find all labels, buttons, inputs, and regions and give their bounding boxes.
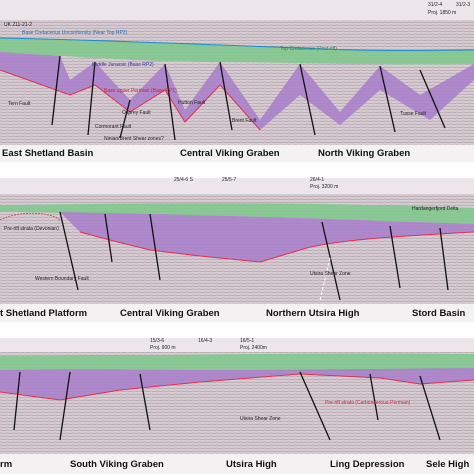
fault-label: Hutton Fault — [178, 100, 206, 106]
fault — [379, 65, 396, 133]
fault — [164, 63, 176, 141]
region-label: East Shetland Basin — [2, 148, 94, 159]
well-label: UK 211-21-2 — [4, 22, 32, 28]
fault — [149, 213, 161, 281]
fault — [59, 371, 71, 441]
fault — [51, 55, 61, 126]
well-label: 15/3-6 — [150, 338, 164, 344]
fault-label: Utsira Shear Zone — [310, 271, 351, 277]
panel-1: UK 211-21-2 31/2-4 Proj. 1850 m 31/2-3 B… — [0, 0, 474, 162]
fault — [219, 61, 233, 131]
label-strip — [0, 304, 474, 322]
horizon-label: Middle Jurassic (Base RP2) — [92, 62, 154, 68]
post-rift-layer — [0, 38, 474, 65]
fault — [369, 373, 379, 421]
horizon-label: Base Cretaceous Unconformity (Near Top R… — [22, 30, 128, 36]
horizon-label: Top Cretaceous (Post-rift) — [280, 46, 337, 52]
label-strip — [0, 454, 474, 474]
fault-label: Osprey Fault — [122, 110, 151, 116]
syn-rift-layer — [0, 52, 474, 130]
fault — [299, 63, 316, 136]
fault — [139, 373, 151, 431]
fault — [419, 69, 446, 129]
fault-label: Brent Fault — [232, 118, 257, 124]
horizon-label: Pre-rift strata (Carboniferous-Permian) — [325, 400, 411, 406]
region-label: Stord Basin — [412, 308, 466, 319]
region-label: North Viking Graben — [318, 148, 410, 159]
post-rift-layer — [0, 353, 474, 372]
region-label: Central Viking Graben — [120, 308, 220, 319]
region-label: rm — [0, 459, 12, 470]
water-column — [0, 178, 474, 194]
label-strip — [0, 145, 474, 162]
region-label: Sele High — [426, 459, 469, 470]
well-label: 16/5-1 — [240, 338, 254, 344]
fault — [439, 227, 449, 291]
bcu-horizon — [0, 37, 474, 51]
pre-rift-outline — [0, 212, 61, 221]
well-label: 16/4-3 — [198, 338, 212, 344]
panel-2: 25/4-6 S 25/5-7 26/4-1 Proj. 3200 m Hard… — [0, 177, 474, 322]
well-label: Proj. 2400m — [240, 345, 267, 351]
well-label: 26/4-1 — [310, 177, 324, 183]
well-label: 25/4-6 S — [174, 177, 194, 183]
fault-label: Western Boundary Fault — [35, 276, 89, 282]
region-label: Central Viking Graben — [180, 148, 280, 159]
shear-zone — [319, 257, 331, 301]
well-label: Proj. 1850 m — [428, 10, 456, 16]
fault — [321, 221, 341, 301]
fault — [104, 213, 113, 263]
post-rift-layer — [0, 203, 474, 224]
well-label: Proj. 900 m — [150, 345, 176, 351]
panel-3: 15/3-6 Proj. 900 m 16/4-3 16/5-1 Proj. 2… — [0, 338, 474, 474]
fault — [59, 211, 79, 291]
well-label: 31/2-4 — [428, 2, 442, 8]
fault-label: Tern Fault — [8, 101, 31, 107]
fault — [13, 371, 21, 431]
permian-horizon — [0, 373, 474, 401]
horizon-label: Base upper Permian (Base RP1) — [104, 88, 177, 94]
syn-rift-layer — [60, 212, 474, 262]
fault — [299, 371, 331, 441]
region-label: Ling Depression — [330, 459, 405, 470]
well-label: 31/2-3 — [456, 2, 470, 8]
horizon-label: Pre-rift strata (Devonian) — [4, 226, 59, 232]
permian-horizon — [0, 69, 261, 131]
fault-label: Ninian/Brent Shear zones? — [104, 136, 164, 142]
syn-rift-layer — [0, 368, 474, 400]
water-column — [0, 0, 474, 20]
region-label: South Viking Graben — [70, 459, 164, 470]
fault-label: Cormorant Fault — [95, 124, 132, 130]
region-label: Northern Utsira High — [266, 308, 360, 319]
region-label: t Shetland Platform — [0, 308, 87, 319]
well-label: Proj. 3200 m — [310, 184, 338, 190]
fault-label: Tusse Fault — [400, 111, 427, 117]
region-label: Utsira High — [226, 459, 277, 470]
horizon-label: Hardangerfjord Delta — [412, 206, 459, 212]
water-column — [0, 338, 474, 352]
well-label: 25/5-7 — [222, 177, 236, 183]
fault-label: Utsira Shear Zone — [240, 416, 281, 422]
permian-horizon — [79, 231, 474, 263]
fault — [389, 225, 401, 289]
fault — [419, 375, 441, 441]
fault — [119, 99, 131, 139]
fault — [87, 61, 96, 136]
